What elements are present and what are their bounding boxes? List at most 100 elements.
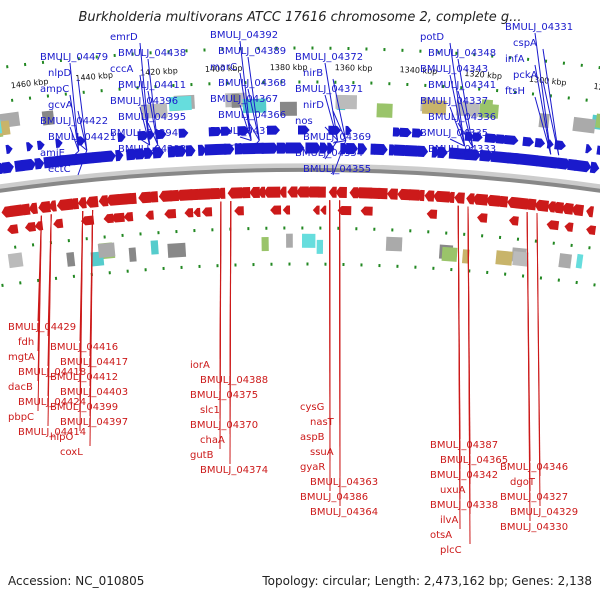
tick-ring-3	[0, 226, 600, 251]
forward-gene	[34, 157, 45, 170]
gene-label: BMULJ_04397	[60, 417, 128, 428]
reverse-gene	[454, 192, 465, 204]
gene-label: BMULJ_04330	[500, 522, 568, 533]
gene-leader-line	[239, 104, 252, 141]
reverse-gene	[416, 189, 425, 202]
forward-gene	[155, 129, 167, 140]
gene-label: BMULJ_04364	[310, 507, 378, 518]
gene-label: BMULJ_04421	[48, 132, 116, 143]
gene-label: BMULJ_04331	[505, 22, 573, 33]
reverse-gene	[115, 193, 132, 206]
gene-label: pbpC	[8, 412, 34, 423]
gene-label: BMULJ_04387	[430, 440, 498, 451]
gene-label: BMULJ_04363	[310, 477, 378, 488]
reverse-gene	[571, 204, 585, 217]
forward-gene	[357, 143, 368, 155]
forward-gene	[504, 134, 519, 145]
gene-leader-line	[534, 96, 552, 155]
accession-text: Accession: NC_010805	[8, 574, 145, 588]
reverse-gene	[147, 191, 159, 203]
reverse-gene	[249, 186, 260, 199]
gene-leader-line	[147, 90, 159, 145]
reverse-gene	[263, 186, 281, 198]
gene-label: cysG	[300, 402, 324, 413]
reverse-gene	[24, 221, 36, 232]
forward-gene	[464, 148, 481, 161]
reverse-gene	[446, 191, 455, 204]
gene-label: marC	[210, 62, 237, 73]
forward-gene	[208, 126, 223, 137]
reverse-gene	[28, 202, 38, 215]
forward-gene	[479, 149, 494, 162]
gene-leader-line	[147, 144, 159, 156]
forward-gene	[345, 142, 358, 155]
gene-label: BMULJ_04336	[428, 112, 496, 123]
gene-label: otsA	[430, 530, 452, 541]
gene-leader-line	[332, 140, 346, 144]
forward-gene	[556, 157, 571, 170]
tick-ring-1	[0, 46, 600, 70]
forward-gene	[596, 145, 600, 155]
reverse-gene	[312, 205, 320, 215]
gene-label: BMULJ_04342	[430, 470, 498, 481]
gene-label: BMULJ_04422	[40, 116, 108, 127]
gene-leader-line	[332, 140, 347, 176]
gene-label: BMULJ_04366	[218, 110, 286, 121]
forward-gene	[327, 142, 335, 154]
reverse-gene	[534, 199, 550, 212]
feature-block	[286, 233, 293, 248]
feature-block	[558, 253, 573, 269]
gene-leader-line	[247, 120, 260, 141]
gene-leader-line	[467, 206, 471, 545]
gene-label: BMULJ_04479	[40, 52, 108, 63]
gene-label: BMULJ_04371	[295, 84, 363, 95]
gene-label: BMULJ_04338	[430, 500, 498, 511]
gene-label: coxL	[60, 447, 83, 458]
forward-gene	[125, 148, 139, 161]
reverse-gene	[110, 212, 125, 223]
reverse-gene	[349, 187, 359, 199]
gene-label: ampC	[40, 84, 69, 95]
gene-label: slc1	[200, 405, 220, 416]
reverse-gene	[374, 187, 388, 200]
reverse-gene	[18, 203, 31, 216]
backbone-arc	[0, 168, 600, 193]
reverse-gene	[552, 201, 565, 214]
reverse-gene	[194, 188, 211, 200]
forward-gene	[319, 142, 329, 154]
feature-block	[66, 252, 76, 267]
gene-label: chaA	[200, 435, 225, 446]
reverse-gene	[586, 225, 597, 235]
gene-label: BMULJ_04369	[303, 132, 371, 143]
gene-leader-line	[534, 32, 552, 155]
gene-label: BMULJ_04375	[190, 390, 258, 401]
gene-leader-line	[449, 106, 466, 147]
gene-label: BMULJ_04399	[50, 402, 118, 413]
forward-gene	[404, 144, 422, 157]
feature-block	[279, 101, 297, 116]
gene-label: BMULJ_04327	[500, 492, 568, 503]
reverse-gene	[296, 186, 309, 198]
forward-gene	[5, 144, 13, 154]
gene-leader-line	[332, 78, 347, 141]
gene-label: nos	[295, 116, 313, 127]
forward-gene	[100, 150, 116, 163]
reverse-gene	[328, 186, 337, 198]
gene-label: BMULJ_04418	[18, 367, 86, 378]
gene-label: BMULJ_04374	[200, 465, 268, 476]
forward-gene	[266, 125, 280, 135]
reverse-gene	[287, 186, 298, 198]
gene-leader-line	[219, 201, 222, 450]
gene-leader-line	[324, 94, 339, 141]
forward-gene	[276, 142, 289, 154]
gene-label: BMULJ_04333	[428, 144, 496, 155]
gene-leader-line	[324, 140, 339, 160]
reverse-gene	[512, 197, 529, 210]
forward-gene	[484, 133, 499, 144]
gene-leader-line	[324, 62, 339, 141]
feature-block	[595, 113, 600, 129]
gene-label: BMULJ_04388	[200, 375, 268, 386]
reverse-gene	[472, 193, 489, 206]
gene-label: BMULJ_04438	[118, 48, 186, 59]
gene-label: nlpD	[48, 68, 71, 79]
